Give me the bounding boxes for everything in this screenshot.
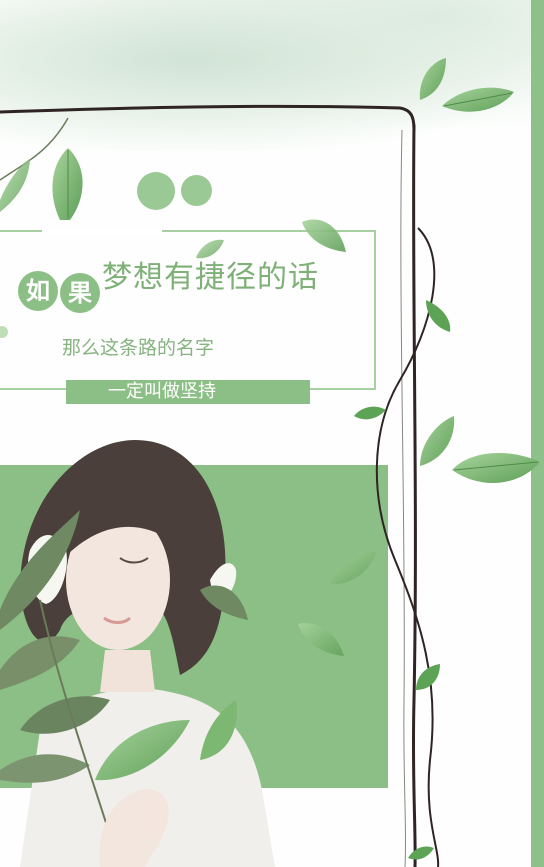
decor-circle-large (137, 172, 175, 210)
leaf-icon (452, 452, 540, 484)
badge-ru: 如 (18, 271, 58, 311)
girl-illustration (0, 440, 275, 867)
leaf-icon (0, 754, 90, 783)
vine-thin (400, 129, 407, 867)
vine-right (411, 124, 417, 867)
subline: 那么这条路的名字 (62, 337, 215, 359)
leaf-icon (416, 664, 440, 690)
leaf-icon (354, 406, 386, 420)
decor-circle-small (181, 175, 212, 206)
leaf-icon (420, 416, 455, 466)
headline: 梦想有捷径的话 (102, 260, 319, 295)
leaf-icon (95, 720, 190, 781)
badge-guo: 果 (60, 273, 100, 313)
leaf-icon (0, 636, 80, 690)
watercolor-wash (0, 0, 544, 150)
leaf-icon (0, 158, 31, 212)
leaf-icon (408, 846, 434, 860)
leaf-icon (200, 585, 248, 620)
leaf-icon (0, 510, 80, 630)
right-green-band (531, 0, 544, 867)
leaf-icon (200, 700, 237, 760)
leaf-icon (426, 300, 451, 332)
leaf-icon (20, 696, 110, 734)
leaf-icon (52, 148, 83, 220)
ribbon-text: 一定叫做坚持 (66, 380, 310, 404)
